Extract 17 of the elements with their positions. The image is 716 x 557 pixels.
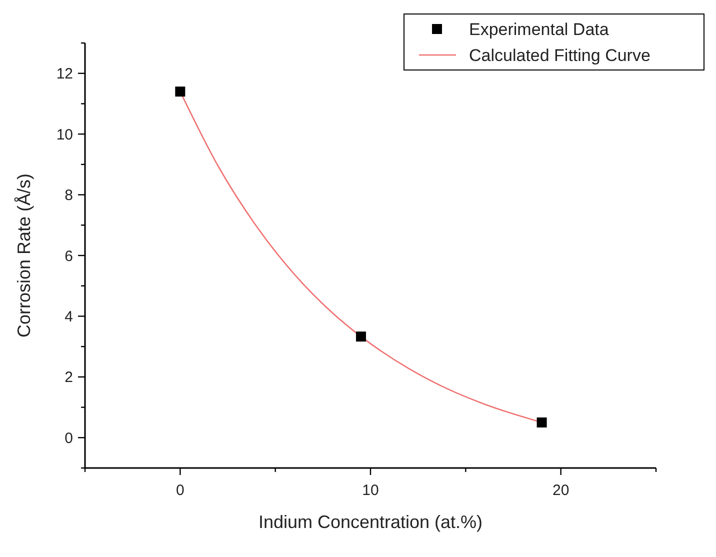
y-tick-label: 0 <box>64 430 73 447</box>
x-tick-label: 0 <box>176 482 184 499</box>
point <box>536 417 547 428</box>
point <box>356 332 366 342</box>
y-tick-label: 4 <box>64 308 73 326</box>
y-axis-title: Corrosion Rate (Å/s) <box>14 173 34 338</box>
x-axis-title: Indium Concentration (at.%) <box>258 512 483 532</box>
y-tick-label: 12 <box>56 66 73 83</box>
x-tick-label: 10 <box>362 482 379 499</box>
y-tick-label: 6 <box>64 248 73 265</box>
legend-label: Calculated Fitting Curve <box>469 46 650 65</box>
y-tick-label: 8 <box>64 187 73 204</box>
y-tick-label: 2 <box>64 369 73 386</box>
y-tick-label: 10 <box>56 126 73 144</box>
legend-label: Experimental Data <box>469 20 610 39</box>
x-tick-label: 20 <box>552 482 570 499</box>
point <box>175 86 186 97</box>
